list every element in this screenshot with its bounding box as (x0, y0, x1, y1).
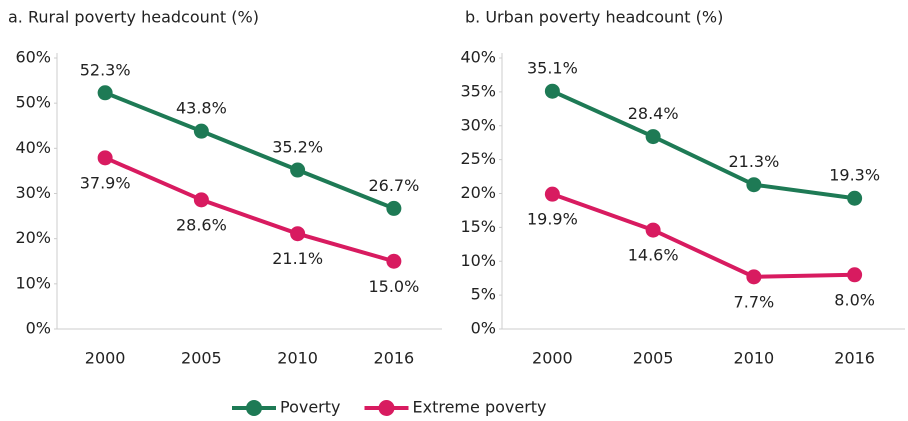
data-label: 35.1% (527, 59, 578, 78)
point (645, 129, 661, 145)
y-tick-label: 35% (460, 81, 496, 100)
y-tick-label: 30% (15, 183, 51, 202)
chart-title: a. Rural poverty headcount (%) (8, 8, 259, 27)
series-line (104, 155, 395, 264)
series-line (551, 89, 855, 201)
data-label: 14.6% (628, 246, 679, 265)
point (97, 85, 113, 101)
data-label: 43.8% (176, 99, 227, 118)
point (290, 162, 306, 178)
data-label: 37.9% (80, 173, 131, 192)
x-tick-label: 2000 (532, 349, 573, 368)
x-tick-label: 2010 (734, 349, 775, 368)
y-tick-label: 10% (460, 251, 496, 270)
point (847, 190, 863, 206)
point (544, 83, 560, 99)
x-tick-label: 2016 (834, 349, 875, 368)
x-tick-label: 2005 (181, 349, 222, 368)
data-label: 52.3% (80, 60, 131, 79)
data-label: 19.3% (829, 166, 880, 185)
series-line (551, 192, 855, 279)
data-label: 15.0% (368, 277, 419, 296)
data-label: 8.0% (834, 290, 875, 309)
point (97, 150, 113, 166)
point (193, 123, 209, 139)
y-tick-label: 10% (15, 273, 51, 292)
y-tick-label: 40% (460, 48, 496, 67)
x-tick-label: 2016 (374, 349, 415, 368)
legend-marker (378, 400, 395, 416)
y-tick-label: 15% (460, 217, 496, 236)
x-tick-label: 2000 (85, 349, 126, 368)
point (645, 222, 661, 238)
x-tick-label: 2005 (633, 349, 674, 368)
point (386, 253, 402, 269)
point (290, 226, 306, 242)
y-tick-label: 60% (15, 48, 51, 67)
y-tick-label: 0% (26, 319, 51, 338)
legend-marker (246, 400, 262, 416)
point (847, 267, 863, 283)
y-tick-label: 20% (15, 228, 51, 247)
data-label: 35.2% (272, 138, 323, 157)
data-label: 28.4% (628, 104, 679, 123)
data-label: 19.9% (527, 210, 578, 229)
chart-title: b. Urban poverty headcount (%) (465, 8, 723, 27)
data-label: 21.3% (728, 152, 779, 171)
point (746, 177, 762, 193)
data-label: 26.7% (368, 176, 419, 195)
data-label: 28.6% (176, 215, 227, 234)
y-tick-label: 50% (15, 93, 51, 112)
y-tick-label: 5% (471, 285, 496, 304)
y-tick-label: 30% (460, 115, 496, 134)
data-label: 21.1% (272, 249, 323, 268)
legend-label: Poverty (280, 398, 341, 417)
point (746, 269, 762, 285)
point (193, 192, 209, 208)
point (386, 200, 402, 216)
y-tick-label: 25% (460, 149, 496, 168)
point (544, 186, 560, 202)
y-tick-label: 20% (460, 183, 496, 202)
x-tick-label: 2010 (277, 349, 318, 368)
data-label: 7.7% (734, 292, 775, 311)
series-line (104, 90, 395, 211)
y-tick-label: 0% (471, 319, 496, 338)
legend-label: Extreme poverty (413, 398, 547, 417)
y-tick-label: 40% (15, 138, 51, 157)
